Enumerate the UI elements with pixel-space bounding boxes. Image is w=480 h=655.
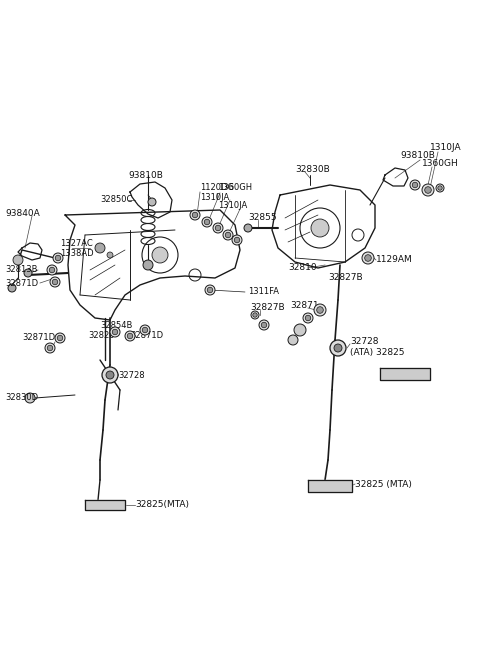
Text: 32813B: 32813B <box>5 265 37 274</box>
Circle shape <box>55 255 61 261</box>
Text: 32728: 32728 <box>118 371 144 379</box>
Circle shape <box>190 210 200 220</box>
Circle shape <box>52 279 58 285</box>
Circle shape <box>127 333 133 339</box>
Circle shape <box>50 277 60 287</box>
Circle shape <box>204 219 210 225</box>
Circle shape <box>438 186 442 190</box>
Text: 1129AM: 1129AM <box>376 255 413 265</box>
Circle shape <box>225 233 231 238</box>
Circle shape <box>244 224 252 232</box>
Circle shape <box>102 367 118 383</box>
Text: 1327AC: 1327AC <box>60 238 93 248</box>
Circle shape <box>55 333 65 343</box>
Circle shape <box>47 265 57 275</box>
Circle shape <box>95 243 105 253</box>
Circle shape <box>365 255 372 261</box>
Circle shape <box>47 345 53 350</box>
Circle shape <box>362 252 374 264</box>
Text: 32855: 32855 <box>248 214 276 223</box>
Text: 32820: 32820 <box>88 331 115 339</box>
Text: 32871D: 32871D <box>22 333 55 343</box>
Circle shape <box>110 327 120 337</box>
Circle shape <box>49 267 55 272</box>
Circle shape <box>207 288 213 293</box>
Text: 32871D: 32871D <box>130 331 163 339</box>
Text: 32728: 32728 <box>350 337 379 346</box>
Circle shape <box>106 371 114 379</box>
Text: 93840A: 93840A <box>5 210 40 219</box>
Text: 1310JA: 1310JA <box>430 143 462 153</box>
Circle shape <box>234 237 240 243</box>
Polygon shape <box>85 500 125 510</box>
Circle shape <box>13 255 23 265</box>
Text: 93810B: 93810B <box>400 151 435 160</box>
Text: 32854B: 32854B <box>100 320 132 329</box>
Circle shape <box>8 284 16 292</box>
Circle shape <box>232 235 242 245</box>
Circle shape <box>57 335 63 341</box>
Circle shape <box>142 328 148 333</box>
Text: 1360GH: 1360GH <box>422 159 459 168</box>
Polygon shape <box>380 368 430 380</box>
Circle shape <box>24 269 32 277</box>
Circle shape <box>53 253 63 263</box>
Text: 32871D: 32871D <box>5 278 38 288</box>
Circle shape <box>192 212 198 217</box>
Circle shape <box>25 393 35 403</box>
Text: 32871: 32871 <box>290 301 319 310</box>
Text: 32827B: 32827B <box>328 274 362 282</box>
Circle shape <box>45 343 55 353</box>
Circle shape <box>148 198 156 206</box>
Text: 93810B: 93810B <box>128 170 163 179</box>
Text: 32825(MTA): 32825(MTA) <box>135 500 189 510</box>
Circle shape <box>215 225 221 231</box>
Text: 32825 (MTA): 32825 (MTA) <box>355 481 412 489</box>
Text: 1360GH: 1360GH <box>218 183 252 193</box>
Circle shape <box>305 315 311 321</box>
Text: 1310JA: 1310JA <box>200 193 229 202</box>
Polygon shape <box>308 480 352 492</box>
Circle shape <box>425 187 432 193</box>
Circle shape <box>213 223 223 233</box>
Circle shape <box>314 304 326 316</box>
Text: 32827B: 32827B <box>250 303 285 312</box>
Circle shape <box>152 247 168 263</box>
Text: 1311FA: 1311FA <box>248 288 279 297</box>
Circle shape <box>202 217 212 227</box>
Text: 1310JA: 1310JA <box>218 202 247 210</box>
Text: 32830B: 32830B <box>295 166 330 174</box>
Circle shape <box>205 285 215 295</box>
Circle shape <box>125 331 135 341</box>
Circle shape <box>436 184 444 192</box>
Circle shape <box>294 324 306 336</box>
Circle shape <box>223 230 233 240</box>
Circle shape <box>112 329 118 335</box>
Text: 32830D: 32830D <box>5 394 38 403</box>
Text: 1338AD: 1338AD <box>60 248 94 257</box>
Circle shape <box>143 260 153 270</box>
Circle shape <box>251 311 259 319</box>
Circle shape <box>412 182 418 188</box>
Circle shape <box>303 313 313 323</box>
Circle shape <box>288 335 298 345</box>
Text: 32810: 32810 <box>288 263 317 272</box>
Circle shape <box>317 307 324 313</box>
Circle shape <box>261 322 267 328</box>
Circle shape <box>311 219 329 237</box>
Circle shape <box>253 313 257 317</box>
Text: |: | <box>215 193 217 200</box>
Circle shape <box>140 325 150 335</box>
Circle shape <box>107 252 113 258</box>
Circle shape <box>259 320 269 330</box>
Text: 1120DG: 1120DG <box>200 183 234 193</box>
Text: 32850C: 32850C <box>100 195 132 204</box>
Circle shape <box>334 344 342 352</box>
Text: (ATA) 32825: (ATA) 32825 <box>350 348 405 358</box>
Circle shape <box>410 180 420 190</box>
Circle shape <box>422 184 434 196</box>
Circle shape <box>330 340 346 356</box>
